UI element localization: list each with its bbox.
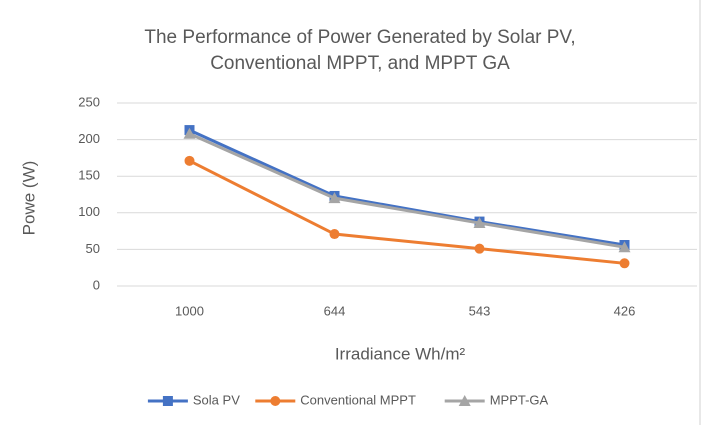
legend-label: Sola PV [193, 392, 240, 407]
chart-title: Conventional MPPT, and MPPT GA [210, 53, 510, 74]
marker [184, 155, 195, 166]
y-axis-label: Powe (W) [19, 161, 38, 236]
marker [473, 217, 486, 229]
marker [183, 127, 196, 139]
legend-label: Conventional MPPT [300, 392, 416, 407]
series-line [188, 132, 625, 249]
x-tick-label: 426 [614, 303, 636, 318]
marker [328, 192, 341, 204]
y-tick-label: 0 [93, 277, 100, 292]
y-tick-label: 200 [78, 131, 100, 146]
y-tick-label: 150 [78, 168, 100, 183]
legend-marker [162, 396, 173, 406]
y-tick-label: 100 [78, 204, 100, 219]
marker [474, 243, 485, 254]
x-tick-label: 1000 [175, 303, 204, 318]
marker [618, 241, 631, 253]
x-tick-label: 644 [324, 303, 346, 318]
chart-title: The Performance of Power Generated by So… [144, 27, 575, 48]
marker [329, 229, 340, 240]
series-line [188, 128, 625, 247]
marker [619, 258, 630, 269]
x-tick-label: 543 [469, 303, 491, 318]
x-axis-label: Irradiance Wh/m² [335, 344, 466, 363]
series-line [188, 159, 625, 265]
y-tick-label: 250 [78, 94, 100, 109]
legend-label: MPPT-GA [490, 392, 549, 407]
legend-marker [458, 395, 471, 406]
y-tick-label: 50 [86, 241, 100, 256]
legend-marker [270, 396, 281, 406]
